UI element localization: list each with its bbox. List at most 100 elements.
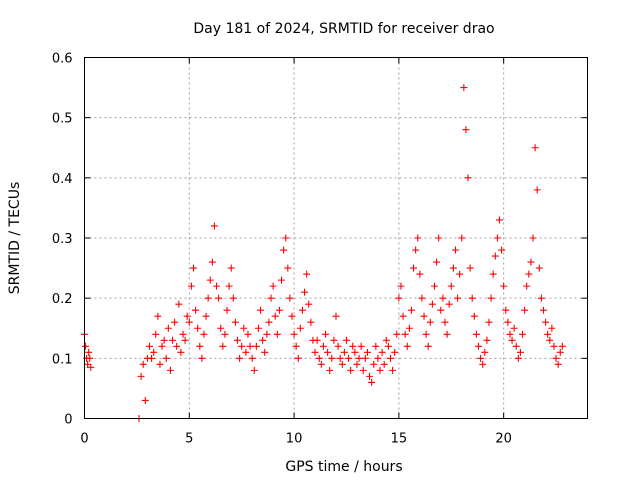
data-point: [405, 324, 413, 332]
plot-frame: [84, 57, 588, 419]
data-point: [179, 330, 187, 338]
data-point: [389, 366, 397, 374]
data-point: [171, 318, 179, 326]
data-point: [150, 348, 158, 356]
data-point: [397, 282, 405, 290]
data-point: [148, 354, 156, 362]
data-point: [502, 306, 510, 314]
data-point: [326, 366, 334, 374]
data-point: [359, 366, 367, 374]
data-point: [368, 378, 376, 386]
data-point: [347, 366, 355, 374]
data-point: [194, 324, 202, 332]
data-point: [231, 318, 239, 326]
data-point: [542, 318, 550, 326]
data-point: [504, 318, 512, 326]
data-point: [395, 294, 403, 302]
data-point: [137, 372, 145, 380]
data-point: [162, 354, 170, 362]
data-point: [525, 270, 533, 278]
data-point: [422, 330, 430, 338]
y-tick-label: 0: [64, 413, 72, 428]
data-point: [401, 330, 409, 338]
data-point: [468, 294, 476, 302]
data-point: [539, 306, 547, 314]
data-point: [275, 306, 283, 314]
data-point: [544, 330, 552, 338]
data-point: [336, 354, 344, 362]
data-point: [386, 354, 394, 362]
data-point: [185, 318, 193, 326]
data-point: [330, 336, 338, 344]
data-point: [414, 234, 422, 242]
data-point: [84, 360, 92, 368]
data-point: [391, 348, 399, 356]
data-point: [424, 342, 432, 350]
y-tick-label: 0.5: [52, 112, 73, 127]
data-point: [206, 276, 214, 284]
data-point: [548, 324, 556, 332]
y-tick-label: 0.6: [52, 52, 73, 67]
data-point: [353, 360, 361, 368]
data-point: [280, 246, 288, 254]
data-point: [315, 354, 323, 362]
data-point: [311, 348, 319, 356]
data-point: [380, 360, 388, 368]
y-tick-label: 0.3: [52, 232, 73, 247]
data-point: [242, 348, 250, 356]
data-point: [192, 306, 200, 314]
data-point: [514, 354, 522, 362]
data-point: [294, 354, 302, 362]
data-point: [183, 312, 191, 320]
data-point: [196, 342, 204, 350]
data-point: [342, 336, 350, 344]
data-point: [257, 306, 265, 314]
data-point: [349, 342, 357, 350]
data-point: [506, 330, 514, 338]
data-point: [537, 294, 545, 302]
data-point: [317, 360, 325, 368]
data-point: [431, 282, 439, 290]
data-point: [454, 294, 462, 302]
data-point: [523, 282, 531, 290]
data-point: [141, 396, 149, 404]
data-point: [382, 336, 390, 344]
x-tick-label: 10: [286, 432, 303, 447]
data-point: [449, 264, 457, 272]
data-point: [483, 336, 491, 344]
data-point: [250, 366, 258, 374]
data-point: [244, 330, 252, 338]
y-tick-label: 0.2: [52, 292, 73, 307]
data-point: [493, 234, 501, 242]
data-point: [240, 324, 248, 332]
data-point: [215, 294, 223, 302]
data-point: [334, 342, 342, 350]
data-point: [213, 282, 221, 290]
data-point: [508, 336, 516, 344]
data-point: [456, 270, 464, 278]
data-point: [292, 342, 300, 350]
data-point: [85, 348, 93, 356]
x-tick-label: 15: [391, 432, 408, 447]
data-point: [328, 354, 336, 362]
data-point: [521, 306, 529, 314]
data-point: [420, 312, 428, 320]
data-point: [481, 348, 489, 356]
data-point: [288, 312, 296, 320]
data-point: [546, 336, 554, 344]
data-point: [202, 312, 210, 320]
data-point: [156, 360, 164, 368]
data-point: [487, 294, 495, 302]
data-point: [426, 318, 434, 326]
data-point: [399, 312, 407, 320]
data-point: [217, 324, 225, 332]
data-point: [531, 144, 539, 152]
data-point: [376, 366, 384, 374]
data-point: [418, 294, 426, 302]
data-point: [219, 342, 227, 350]
data-point: [298, 306, 306, 314]
data-point: [464, 174, 472, 182]
data-point: [154, 312, 162, 320]
data-point: [477, 354, 485, 362]
data-point: [533, 186, 541, 194]
